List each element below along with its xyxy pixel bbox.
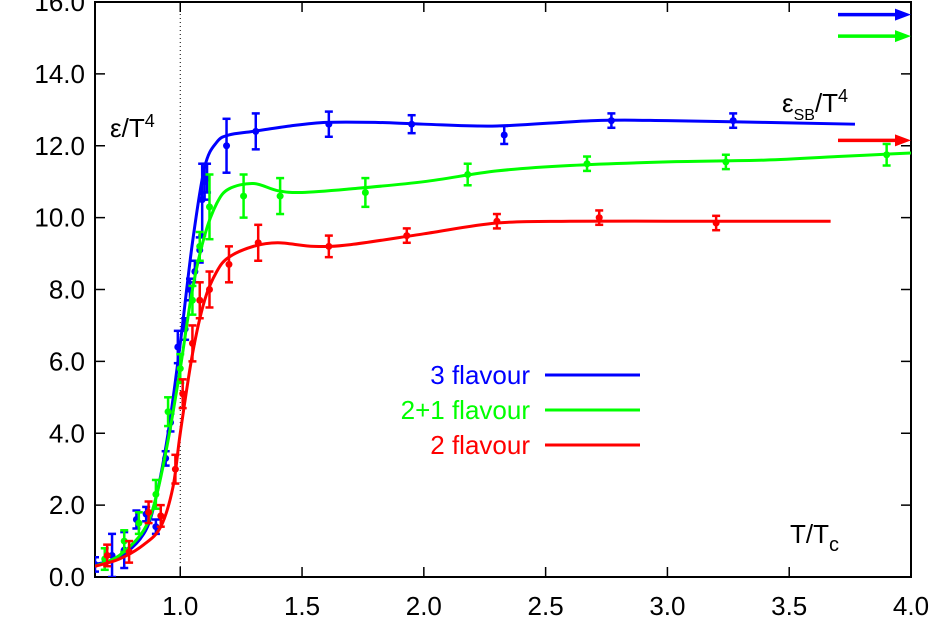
data-point	[493, 217, 501, 225]
data-point	[722, 158, 730, 166]
data-point	[408, 120, 416, 128]
data-point	[205, 203, 213, 211]
x-tick-label: 2.0	[406, 591, 442, 621]
data-point	[240, 192, 248, 200]
data-point	[176, 365, 184, 373]
data-point	[325, 120, 333, 128]
data-point	[325, 242, 333, 250]
data-point	[188, 339, 196, 347]
data-point	[225, 260, 233, 268]
data-point	[135, 519, 143, 527]
data-point	[125, 548, 133, 556]
x-tick-label: 3.5	[771, 591, 807, 621]
sb-arrow-head	[895, 30, 911, 43]
data-point	[171, 465, 179, 473]
series-curve	[95, 151, 911, 568]
data-point	[464, 171, 472, 178]
data-point	[196, 242, 204, 250]
data-point	[712, 219, 720, 227]
y-tick-label: 14.0	[34, 59, 85, 89]
data-point	[583, 160, 591, 168]
data-point	[152, 490, 160, 498]
data-point	[254, 239, 262, 247]
y-tick-label: 12.0	[34, 131, 85, 161]
y-axis-label: ε/T4	[110, 111, 155, 143]
data-point	[729, 117, 737, 125]
y-tick-label: 10.0	[34, 203, 85, 233]
legend-label: 3 flavour	[430, 360, 530, 390]
sb-arrow-head	[895, 8, 911, 21]
data-point	[361, 188, 369, 196]
legend: 3 flavour 2+1 flavour 2 flavour	[401, 360, 640, 460]
data-point	[120, 537, 128, 545]
x-tick-label: 1.5	[284, 591, 320, 621]
data-point	[196, 296, 204, 304]
data-point	[205, 286, 213, 293]
y-tick-label: 8.0	[49, 275, 85, 305]
data-point	[188, 296, 196, 304]
sb-arrow-head	[895, 134, 911, 147]
data-point	[883, 151, 891, 159]
data-point	[174, 343, 182, 351]
y-tick-label: 4.0	[49, 418, 85, 448]
legend-label: 2 flavour	[430, 430, 530, 460]
data-point	[500, 131, 508, 139]
sb-limit-label: εSB/T4	[782, 86, 848, 124]
data-point	[157, 512, 165, 520]
x-tick-label: 4.0	[893, 591, 929, 621]
data-point	[103, 551, 111, 559]
series-curve	[95, 219, 831, 568]
data-point	[152, 523, 160, 531]
y-tick-label: 2.0	[49, 490, 85, 520]
x-tick-label: 3.0	[649, 591, 685, 621]
y-tick-label: 0.0	[49, 562, 85, 592]
y-tick-label: 16.0	[34, 0, 85, 17]
x-tick-label: 1.0	[162, 591, 198, 621]
data-point	[252, 127, 260, 135]
series-layer	[95, 110, 911, 577]
data-point	[179, 390, 187, 398]
x-tick-label: 2.5	[528, 591, 564, 621]
data-point	[164, 408, 172, 416]
series-1	[95, 142, 911, 572]
y-tick-label: 6.0	[49, 346, 85, 376]
data-point	[145, 508, 153, 516]
series-0	[95, 110, 856, 577]
data-point	[403, 232, 411, 240]
axis-ticks: 0.0 2.0 4.0 6.0 8.0 10.0 12.0 14.0 16.0 1.0 1.5 2.0…	[34, 0, 929, 621]
data-point	[595, 214, 603, 222]
data-point	[276, 192, 284, 200]
sb-limit-arrows	[838, 8, 911, 147]
data-point	[223, 142, 231, 150]
x-axis-label: T/Tc	[790, 519, 839, 556]
data-point	[607, 117, 615, 125]
series-2	[95, 209, 831, 568]
legend-label: 2+1 flavour	[401, 395, 531, 425]
